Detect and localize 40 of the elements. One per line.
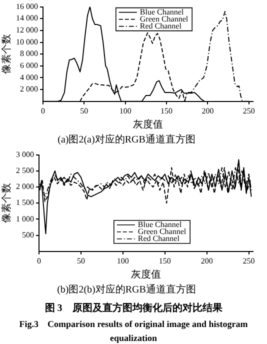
text: (a)图2(a)对应的RGB通道直方图 [58, 134, 196, 146]
legend-label: Green Channel [140, 14, 189, 24]
x-tick-label: 250 [242, 256, 255, 266]
y-axis-title: 像素个数 [0, 183, 13, 224]
legend-label: Red Channel [138, 234, 180, 243]
y-tick-label: 2 000 [20, 84, 38, 94]
x-tick-label: 0 [41, 106, 45, 116]
y-tick-label: 1 000 [16, 214, 34, 224]
x-tick-label: 250 [242, 106, 255, 116]
x-tick-label: 150 [160, 106, 173, 116]
caption: Fig.3 Comparison results of original image and histogram equalization [18, 318, 249, 344]
x-tick-label: 0 [37, 256, 41, 266]
x-axis-title: 灰度值 [131, 268, 161, 281]
y-tick-label: 2 500 [16, 166, 34, 175]
y-tick-label: 2 000 [16, 182, 34, 192]
y-tick-label: 8 000 [20, 49, 38, 58]
text: (b)图2(b)对应的RGB通道直方图 [57, 284, 196, 296]
x-tick-label: 150 [158, 256, 171, 266]
x-tick-label: 100 [119, 106, 132, 116]
y-axis-title: 像素个数 [0, 34, 13, 74]
y-tick-label: 500 [22, 230, 34, 240]
x-axis-title: 灰度值 [133, 118, 163, 131]
x-tick-label: 100 [116, 256, 129, 266]
y-tick-label: 10 000 [16, 37, 38, 46]
legend-label: Blue Channel [138, 220, 182, 229]
y-tick-label: 3 000 [16, 150, 34, 159]
y-tick-label: 1 500 [16, 198, 34, 208]
y-tick-label: 4 000 [20, 72, 38, 82]
x-tick-label: 200 [200, 256, 213, 266]
caption: 图 3 原图及直方图均衡化后的对比结果 [44, 302, 224, 316]
y-tick-label: 12 000 [16, 26, 38, 35]
legend-label: Red Channel [140, 21, 182, 30]
y-tick-label: 6 000 [20, 61, 38, 70]
x-tick-label: 50 [80, 106, 88, 116]
legend-label: Green Channel [138, 226, 187, 236]
x-tick-label: 50 [76, 256, 85, 266]
y-tick-label: 14 000 [16, 14, 38, 23]
x-tick-label: 200 [202, 106, 214, 116]
y-tick-label: 16 000 [16, 2, 38, 11]
legend-label: Blue Channel [140, 7, 184, 16]
